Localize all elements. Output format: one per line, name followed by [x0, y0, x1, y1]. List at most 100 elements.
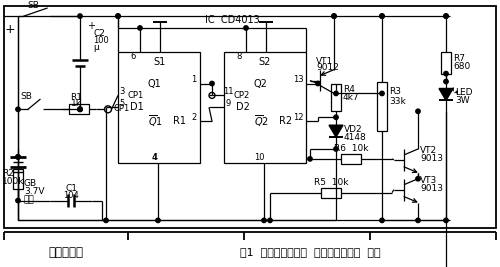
Circle shape — [416, 218, 420, 223]
Bar — [224, 52, 306, 163]
Circle shape — [380, 91, 384, 96]
Text: R5  10k: R5 10k — [314, 178, 348, 187]
Circle shape — [444, 71, 448, 76]
Text: LED: LED — [455, 88, 472, 97]
Text: 2: 2 — [192, 113, 196, 122]
Text: R4: R4 — [343, 85, 355, 94]
Text: 调光电路图: 调光电路图 — [48, 246, 84, 259]
Text: R1: R1 — [173, 116, 186, 126]
Bar — [321, 188, 341, 198]
Circle shape — [78, 107, 82, 112]
Bar — [118, 52, 200, 163]
Circle shape — [380, 14, 384, 18]
Text: 5: 5 — [120, 99, 124, 108]
Circle shape — [116, 14, 120, 18]
Text: IC  CD4013: IC CD4013 — [204, 15, 260, 25]
Circle shape — [416, 176, 420, 181]
Circle shape — [332, 14, 336, 18]
Text: R1: R1 — [70, 93, 82, 102]
Text: 6: 6 — [130, 52, 136, 61]
Text: 100: 100 — [93, 36, 109, 45]
Text: CP2: CP2 — [233, 91, 249, 100]
Bar — [441, 52, 451, 74]
Text: 3: 3 — [120, 87, 124, 96]
Circle shape — [244, 26, 248, 30]
Circle shape — [334, 91, 338, 96]
Text: 9012: 9012 — [316, 63, 339, 72]
Circle shape — [332, 14, 336, 18]
Circle shape — [78, 14, 82, 18]
Bar — [341, 154, 361, 164]
Circle shape — [444, 14, 448, 18]
Text: 100k: 100k — [2, 177, 24, 186]
Circle shape — [16, 155, 20, 159]
Text: 11: 11 — [223, 87, 233, 96]
Circle shape — [262, 218, 266, 223]
Text: SB: SB — [27, 1, 39, 10]
Circle shape — [16, 107, 20, 112]
Bar — [331, 84, 341, 111]
Text: VT3: VT3 — [420, 176, 437, 185]
Text: 8: 8 — [236, 52, 242, 61]
Text: S1: S1 — [153, 57, 165, 67]
Text: CP1: CP1 — [127, 91, 144, 100]
Circle shape — [16, 155, 20, 159]
Text: 680: 680 — [453, 62, 470, 71]
Circle shape — [380, 14, 384, 18]
Text: CP1: CP1 — [114, 104, 130, 113]
Circle shape — [444, 218, 448, 223]
Text: $\overline{Q}$1: $\overline{Q}$1 — [148, 113, 163, 129]
Text: 图1  单按键调光台灯  弱、中、强，关  四档: 图1 单按键调光台灯 弱、中、强，关 四档 — [240, 247, 380, 257]
Circle shape — [334, 147, 338, 151]
Text: 9013: 9013 — [420, 154, 443, 163]
Text: +: + — [4, 23, 16, 37]
Circle shape — [78, 107, 82, 112]
Circle shape — [16, 198, 20, 203]
Text: 9: 9 — [226, 99, 230, 108]
Text: 3.7V: 3.7V — [24, 187, 44, 196]
Circle shape — [116, 14, 120, 18]
Text: R3: R3 — [389, 87, 401, 96]
Text: R2: R2 — [2, 169, 14, 178]
Text: 33k: 33k — [389, 97, 406, 106]
Text: 4k7: 4k7 — [343, 93, 359, 102]
Text: 1: 1 — [192, 75, 196, 84]
Circle shape — [78, 107, 82, 112]
Text: +: + — [87, 21, 95, 31]
Text: 锂电: 锂电 — [24, 195, 35, 204]
Text: 3W: 3W — [455, 96, 469, 105]
Text: VD2: VD2 — [344, 125, 362, 134]
Text: D1: D1 — [130, 102, 144, 112]
Text: Q2: Q2 — [254, 78, 268, 89]
Text: R6  10k: R6 10k — [334, 144, 368, 154]
Text: 104: 104 — [63, 191, 79, 200]
Text: C1: C1 — [65, 184, 77, 193]
Circle shape — [380, 218, 384, 223]
Circle shape — [104, 218, 108, 223]
Circle shape — [416, 109, 420, 113]
Circle shape — [444, 79, 448, 84]
Circle shape — [268, 218, 272, 223]
Text: 9013: 9013 — [420, 184, 443, 193]
Bar — [69, 104, 89, 114]
Text: S2: S2 — [259, 57, 271, 67]
Text: 1k: 1k — [70, 99, 82, 108]
Circle shape — [210, 81, 214, 86]
Bar — [13, 169, 23, 189]
Text: Q1: Q1 — [148, 78, 162, 89]
Circle shape — [138, 26, 142, 30]
Text: 4148: 4148 — [344, 133, 367, 142]
Text: C2: C2 — [93, 29, 105, 38]
Polygon shape — [329, 125, 343, 137]
Circle shape — [156, 218, 160, 223]
Text: VT2: VT2 — [420, 147, 437, 155]
Circle shape — [316, 81, 320, 86]
Circle shape — [308, 157, 312, 161]
Circle shape — [444, 14, 448, 18]
Polygon shape — [439, 88, 453, 100]
Text: SB: SB — [20, 92, 32, 101]
Text: R7: R7 — [453, 54, 465, 63]
Text: VT1: VT1 — [316, 57, 333, 66]
Text: $\overline{Q}$2: $\overline{Q}$2 — [254, 113, 269, 129]
Text: 4: 4 — [151, 154, 157, 162]
